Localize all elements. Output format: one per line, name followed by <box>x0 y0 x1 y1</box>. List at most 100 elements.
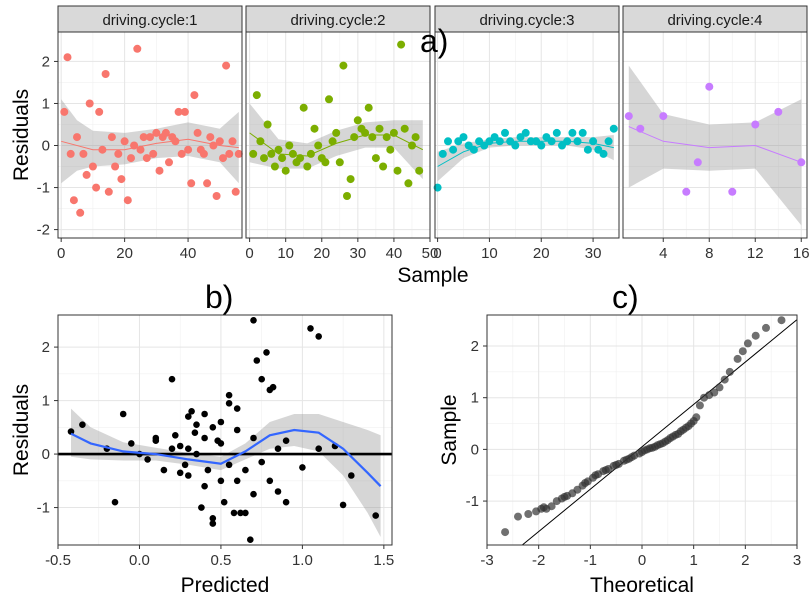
data-point <box>274 445 282 453</box>
data-point <box>604 137 613 146</box>
data-point <box>201 434 208 442</box>
x-tick-label: 0 <box>245 245 253 262</box>
data-point <box>209 520 217 527</box>
data-point <box>270 162 279 171</box>
x-tick-label: 0.5 <box>210 552 231 569</box>
data-point <box>66 149 75 158</box>
data-point <box>185 445 192 453</box>
data-point <box>225 461 233 469</box>
data-point <box>693 158 702 167</box>
data-point <box>225 400 233 407</box>
y-tick-label: 0 <box>471 441 479 458</box>
data-point <box>160 466 168 474</box>
data-point <box>203 179 212 188</box>
x-tick-label: 20 <box>116 245 133 262</box>
data-point <box>242 466 249 474</box>
data-point <box>524 510 533 518</box>
data-point <box>751 120 760 129</box>
data-point <box>627 453 636 462</box>
data-point <box>242 509 249 517</box>
x-axis-title: Predicted <box>181 574 270 597</box>
data-point <box>85 99 94 108</box>
data-point <box>332 128 341 137</box>
data-point <box>98 145 107 154</box>
x-tick-label: 40 <box>386 245 403 262</box>
facet-strip-label: driving.cycle:3 <box>479 12 574 29</box>
data-point <box>252 91 261 100</box>
data-point <box>233 405 241 412</box>
x-tick-label: 40 <box>180 245 197 262</box>
data-point <box>624 112 633 121</box>
data-point <box>111 162 120 171</box>
data-point <box>193 421 200 429</box>
data-point <box>743 339 752 348</box>
y-tick-label: -1 <box>37 500 50 517</box>
data-point <box>537 141 546 150</box>
data-point <box>560 492 569 501</box>
y-tick-label: 2 <box>42 53 50 70</box>
data-point <box>250 317 257 324</box>
data-point <box>695 401 704 410</box>
data-point <box>274 145 283 154</box>
data-point <box>638 448 646 456</box>
x-axis-title: Sample <box>397 264 468 287</box>
data-point <box>636 124 645 133</box>
x-tick-label: 1.0 <box>292 552 313 569</box>
data-point <box>433 183 442 192</box>
panel-b-residuals-vs-predicted: -0.5 0.0 0.5 1.0 1.5 -1 0 1 2 Predicted Residuals <box>10 314 394 597</box>
data-point <box>459 133 468 142</box>
panel-background <box>58 315 392 545</box>
data-point <box>101 70 110 78</box>
y-tick-label: 2 <box>42 339 50 356</box>
data-point <box>382 133 391 142</box>
data-point <box>152 128 161 137</box>
data-point <box>217 477 225 485</box>
data-point <box>225 391 233 399</box>
x-tick-label: 12 <box>747 245 764 262</box>
data-point <box>209 515 217 522</box>
y-tick-label: 0 <box>42 446 50 463</box>
data-point <box>547 502 556 511</box>
data-point <box>408 141 416 150</box>
x-tick-label: 1 <box>689 552 697 569</box>
data-point <box>188 408 195 415</box>
data-point <box>185 472 192 479</box>
data-point <box>738 347 747 356</box>
facet-driving-cycle-4: driving.cycle:4 4 8 12 16 <box>622 5 810 262</box>
data-point <box>501 528 510 537</box>
confidence-band <box>71 408 381 537</box>
data-point <box>136 145 145 154</box>
data-point <box>142 154 151 163</box>
data-point <box>225 149 234 158</box>
y-tick-label: 1 <box>471 390 479 407</box>
data-point <box>314 141 323 150</box>
data-point <box>521 128 530 137</box>
y-axis-title: Residuals <box>10 89 33 181</box>
data-point <box>193 128 202 137</box>
data-point <box>658 439 667 448</box>
x-tick-label: 50 <box>422 245 439 262</box>
facet-driving-cycle-3: driving.cycle:3 0 10 20 30 <box>433 5 620 262</box>
x-tick-label: 16 <box>793 245 810 262</box>
data-point <box>689 417 698 425</box>
data-point <box>715 383 724 392</box>
data-point <box>250 434 257 442</box>
data-point <box>288 149 297 158</box>
confidence-band <box>61 99 239 184</box>
data-point <box>69 196 78 205</box>
x-tick-label: -3 <box>480 552 493 569</box>
data-point <box>371 154 380 163</box>
data-point <box>589 137 598 146</box>
data-point <box>185 413 192 420</box>
qq-reference-line <box>521 319 798 546</box>
y-axis-title: Residuals <box>10 384 33 476</box>
data-point <box>133 44 142 53</box>
data-point <box>495 137 504 146</box>
data-point <box>379 162 388 171</box>
data-point <box>79 421 86 429</box>
data-point <box>172 432 179 439</box>
panel-border <box>245 31 431 239</box>
data-point <box>404 179 413 188</box>
data-point <box>339 61 348 70</box>
